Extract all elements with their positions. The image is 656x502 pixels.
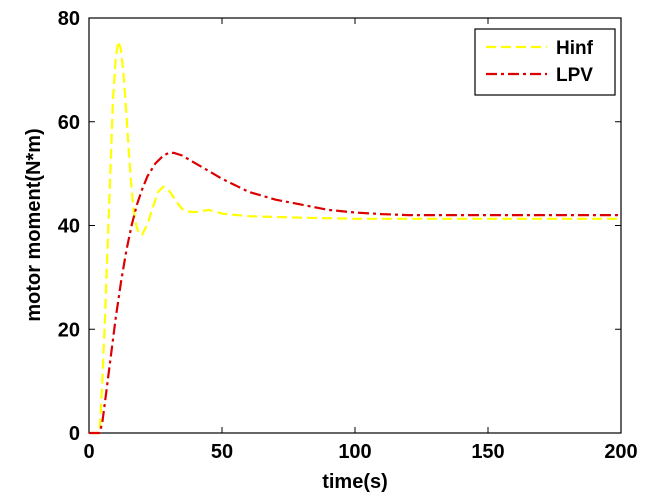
y-tick-label: 0 [69,423,80,445]
x-tick-label: 0 [83,441,94,463]
y-tick-label: 20 [58,319,80,341]
x-axis-label: time(s) [322,471,388,493]
x-tick-label: 50 [211,441,233,463]
ticks-layer: 0 50 100 150 200 0 20 40 60 80 [58,8,638,463]
legend-label-hinf: Hinf [556,38,594,59]
series-line-lpv [89,151,621,435]
y-axis-label: motor moment(N*m) [23,128,45,321]
series-line-hinf [89,40,621,435]
legend-label-lpv: LPV [556,65,593,86]
y-tick-label: 40 [58,216,80,238]
x-tick-label: 100 [338,441,371,463]
series-layer [89,40,621,435]
y-tick-label: 80 [58,8,80,30]
y-tick-label: 60 [58,112,80,134]
legend-box [474,28,616,96]
legend: Hinf LPV [474,28,616,96]
x-tick-label: 200 [604,441,637,463]
x-tick-label: 150 [471,441,504,463]
